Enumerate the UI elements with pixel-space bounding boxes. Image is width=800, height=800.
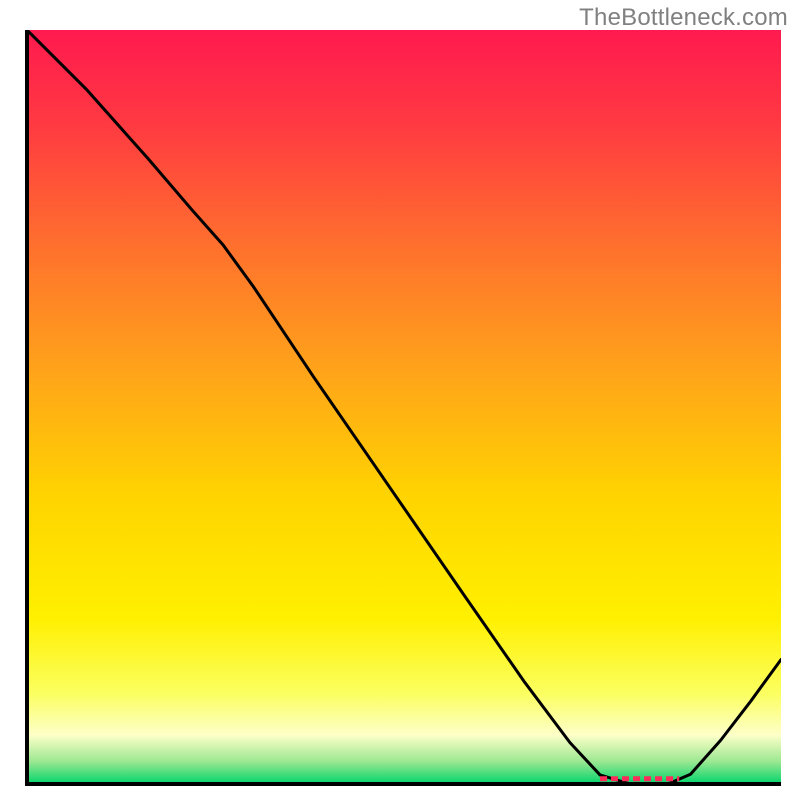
watermark-text: TheBottleneck.com xyxy=(579,4,788,32)
bottleneck-chart xyxy=(0,0,800,800)
chart-root: TheBottleneck.com xyxy=(0,0,800,800)
plot-area xyxy=(25,30,781,786)
gradient-background xyxy=(27,30,781,784)
